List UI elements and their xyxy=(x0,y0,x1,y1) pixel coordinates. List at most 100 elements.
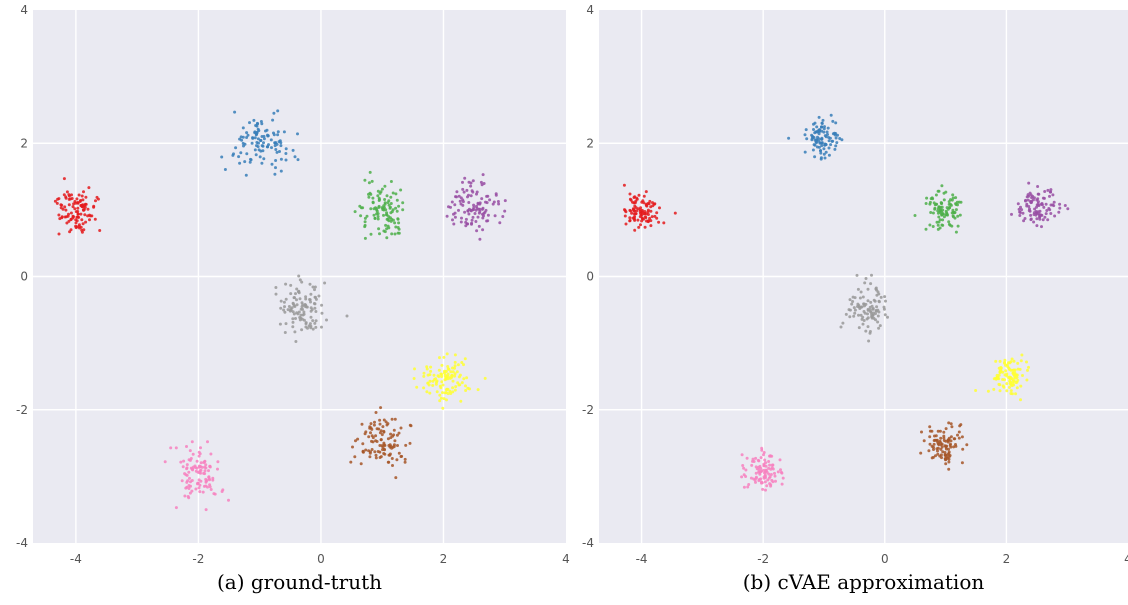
scatter-point xyxy=(66,214,70,218)
scatter-point xyxy=(866,299,870,303)
scatter-point xyxy=(81,198,85,202)
scatter-point xyxy=(1009,383,1013,387)
scatter-point xyxy=(1029,193,1033,197)
scatter-point xyxy=(949,202,952,206)
scatter-point xyxy=(646,213,650,216)
scatter-point xyxy=(379,190,383,194)
scatter-point xyxy=(1035,217,1039,221)
scatter-point xyxy=(883,295,887,299)
scatter-point xyxy=(199,461,203,465)
scatter-point xyxy=(309,324,313,328)
scatter-point xyxy=(860,305,864,309)
scatter-point xyxy=(252,118,256,122)
scatter-point xyxy=(481,228,485,232)
scatter-point xyxy=(397,431,401,435)
scatter-point xyxy=(823,143,827,147)
scatter-point xyxy=(77,215,81,219)
scatter-point xyxy=(184,486,188,490)
scatter-point xyxy=(773,471,776,475)
scatter-point xyxy=(369,422,373,426)
x-tick-label: 0 xyxy=(317,552,325,566)
scatter-point xyxy=(472,203,476,207)
scatter-point xyxy=(497,202,501,206)
scatter-point xyxy=(822,147,826,151)
scatter-point xyxy=(295,287,299,291)
scatter-point xyxy=(381,448,384,452)
scatter-point xyxy=(209,488,213,491)
scatter-point xyxy=(826,126,830,130)
scatter-point xyxy=(446,372,450,376)
scatter-point xyxy=(483,210,487,214)
scatter-point xyxy=(361,442,365,446)
scatter-point xyxy=(1036,185,1040,188)
scatter-point xyxy=(956,224,960,228)
scatter-point xyxy=(624,222,628,226)
scatter-point xyxy=(207,477,211,481)
scatter-point xyxy=(447,205,450,209)
scatter-point xyxy=(422,386,426,390)
scatter-point xyxy=(810,136,814,140)
scatter-point xyxy=(397,204,401,208)
scatter-point xyxy=(57,232,61,236)
scatter-point xyxy=(369,232,373,236)
scatter-point xyxy=(819,157,823,161)
scatter-point xyxy=(930,444,934,448)
scatter-point xyxy=(1025,204,1029,208)
scatter-point xyxy=(386,437,390,441)
scatter-point xyxy=(1014,392,1018,396)
scatter-point xyxy=(308,322,312,326)
scatter-point xyxy=(870,273,873,277)
scatter-point xyxy=(927,449,931,453)
scatter-point xyxy=(428,379,432,383)
scatter-point xyxy=(438,393,442,397)
scatter-point xyxy=(216,467,219,471)
scatter-point xyxy=(1049,190,1053,194)
scatter-point xyxy=(1025,378,1029,382)
scatter-point xyxy=(1018,214,1022,217)
scatter-point xyxy=(815,125,819,129)
scatter-point xyxy=(309,300,312,304)
scatter-point xyxy=(875,293,879,297)
scatter-point xyxy=(445,352,449,356)
scatter-point xyxy=(376,194,380,198)
scatter-point xyxy=(503,209,507,213)
scatter-point xyxy=(429,365,433,369)
scatter-point xyxy=(383,452,387,456)
scatter-point xyxy=(836,133,839,137)
scatter-point xyxy=(284,158,288,162)
scatter-point xyxy=(1049,212,1053,215)
scatter-point xyxy=(471,179,475,183)
scatter-point xyxy=(757,479,761,483)
scatter-point xyxy=(372,423,376,427)
cluster-purple xyxy=(445,173,507,241)
scatter-point xyxy=(1029,201,1033,205)
scatter-point xyxy=(820,129,824,133)
scatter-point xyxy=(1040,202,1044,205)
scatter-point xyxy=(376,450,380,453)
scatter-point xyxy=(313,306,317,310)
scatter-point xyxy=(1013,373,1017,377)
scatter-point xyxy=(425,390,429,394)
scatter-point xyxy=(274,159,278,162)
scatter-point xyxy=(444,391,448,395)
scatter-point xyxy=(278,150,281,153)
scatter-point xyxy=(371,440,375,444)
scatter-point xyxy=(824,135,828,139)
scatter-point xyxy=(628,219,632,223)
scatter-point xyxy=(940,201,944,205)
scatter-point xyxy=(1052,200,1056,204)
scatter-point xyxy=(458,373,462,377)
scatter-point xyxy=(298,278,302,282)
scatter-point xyxy=(65,190,69,194)
scatter-point xyxy=(639,206,643,210)
scatter-point xyxy=(759,456,763,460)
scatter-point xyxy=(203,460,207,464)
scatter-point xyxy=(476,388,480,392)
scatter-point xyxy=(826,133,829,136)
scatter-point xyxy=(742,466,746,470)
scatter-point xyxy=(462,363,465,367)
scatter-point xyxy=(856,302,860,306)
scatter-point xyxy=(431,384,435,387)
scatter-point xyxy=(940,456,943,460)
scatter-point xyxy=(199,479,203,483)
